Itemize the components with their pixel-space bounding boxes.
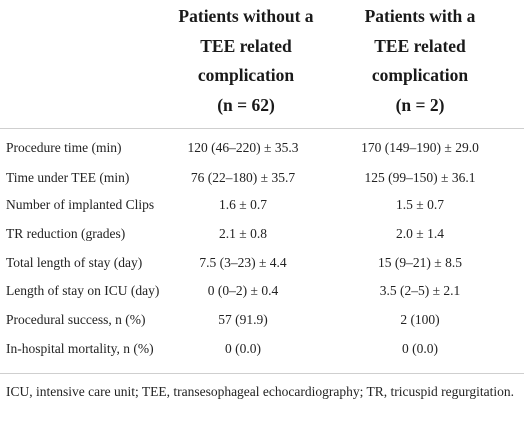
table-row: Length of stay on ICU (day) 0 (0–2) ± 0.4… [0, 276, 524, 305]
bottom-rule [0, 373, 524, 374]
row-label: Length of stay on ICU (day) [6, 283, 160, 298]
header-line: complication [371, 65, 469, 85]
cell-value: 57 (91.9) [218, 312, 268, 327]
cell-value: 170 (149–190) ± 29.0 [361, 140, 479, 155]
table-row: TR reduction (grades) 2.1 ± 0.8 2.0 ± 1.4 [0, 219, 524, 248]
header-rule [0, 128, 524, 129]
table-row: Procedural success, n (%) 57 (91.9) 2 (100… [0, 305, 524, 334]
cell-value: 1.5 ± 0.7 [396, 197, 444, 212]
header-line: TEE related [374, 35, 466, 56]
cell-value: 76 (22–180) ± 35.7 [190, 170, 296, 185]
row-label: Number of implanted Clips [6, 197, 155, 212]
header-line: complication [197, 65, 295, 85]
cell-value: 15 (9–21) ± 8.5 [378, 255, 462, 270]
row-label: Procedure time (min) [6, 140, 122, 155]
cell-value: 125 (99–150) ± 36.1 [364, 170, 476, 185]
table-row: Total length of stay (day) 7.5 (3–23) ± 4… [0, 248, 524, 277]
cell-value: 120 (46–220) ± 35.3 [187, 140, 299, 155]
cell-value: 0 (0–2) ± 0.4 [207, 283, 279, 298]
table-row: In-hospital mortality, n (%) 0 (0.0) 0 (0.… [0, 334, 524, 363]
table-row: Procedure time (min) 120 (46–220) ± 35.3 1… [0, 133, 524, 162]
cell-value: 0 (0.0) [402, 341, 438, 356]
column-header: Patients without a TEE related complicatio… [146, 2, 346, 120]
row-label: Time under TEE (min) [6, 170, 130, 185]
cell-value: 2.1 ± 0.8 [219, 226, 267, 241]
row-label: Total length of stay (day) [6, 255, 143, 270]
cell-value: 3.5 (2–5) ± 2.1 [379, 283, 461, 298]
header-line: (n = 2) [395, 94, 445, 115]
table-row: Time under TEE (min) 76 (22–180) ± 35.7 12… [0, 163, 524, 192]
row-label: In-hospital mortality, n (%) [6, 341, 154, 356]
header-line: (n = 62) [217, 94, 275, 115]
table-row: Number of implanted Clips 1.6 ± 0.7 1.5 ± … [0, 190, 524, 219]
footnote: ICU, intensive care unit; TEE, transesop… [6, 384, 514, 399]
cell-value: 0 (0.0) [225, 341, 261, 356]
header-line: Patients without a [178, 6, 314, 26]
cell-value: 1.6 ± 0.7 [219, 197, 267, 212]
column-header: Patients with a TEE related complication (n… [320, 2, 520, 120]
cell-value: 2.0 ± 1.4 [396, 226, 444, 241]
header-line: TEE related [200, 35, 292, 56]
row-label: TR reduction (grades) [6, 226, 126, 241]
row-label: Procedural success, n (%) [6, 312, 146, 327]
cell-value: 7.5 (3–23) ± 4.4 [199, 255, 287, 270]
header-line: Patients with a [364, 6, 476, 26]
cell-value: 2 (100) [400, 312, 440, 327]
